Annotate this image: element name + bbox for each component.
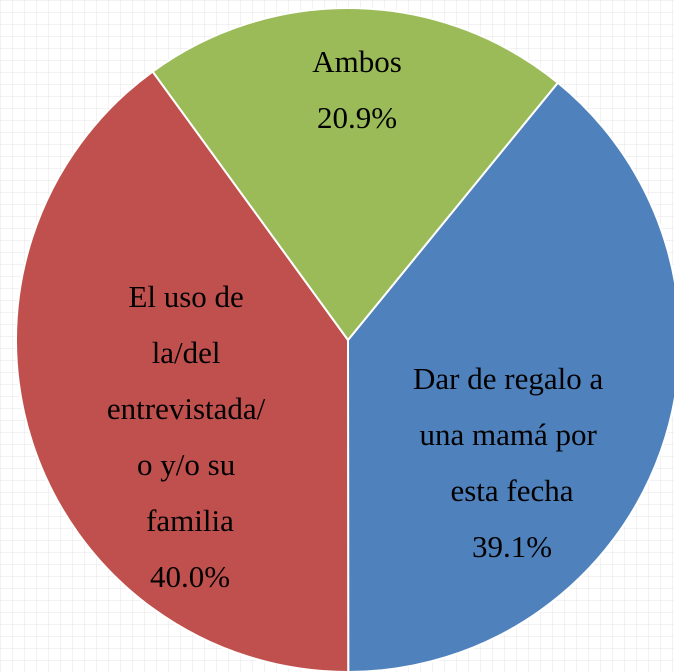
slice-label: Ambos: [312, 44, 402, 79]
pie-slice: [346, 81, 674, 672]
value-label: 39.1%: [472, 529, 552, 564]
value-label: 20.9%: [317, 100, 397, 135]
pie-slice: [15, 70, 350, 672]
pie-slice: [151, 7, 560, 342]
value-label: 40.0%: [150, 559, 230, 594]
slice-label: Dar de regalo a una mamá por esta fecha: [413, 361, 611, 508]
slice-label: El uso de la/del entrevistada/ o y/o su …: [107, 279, 273, 538]
